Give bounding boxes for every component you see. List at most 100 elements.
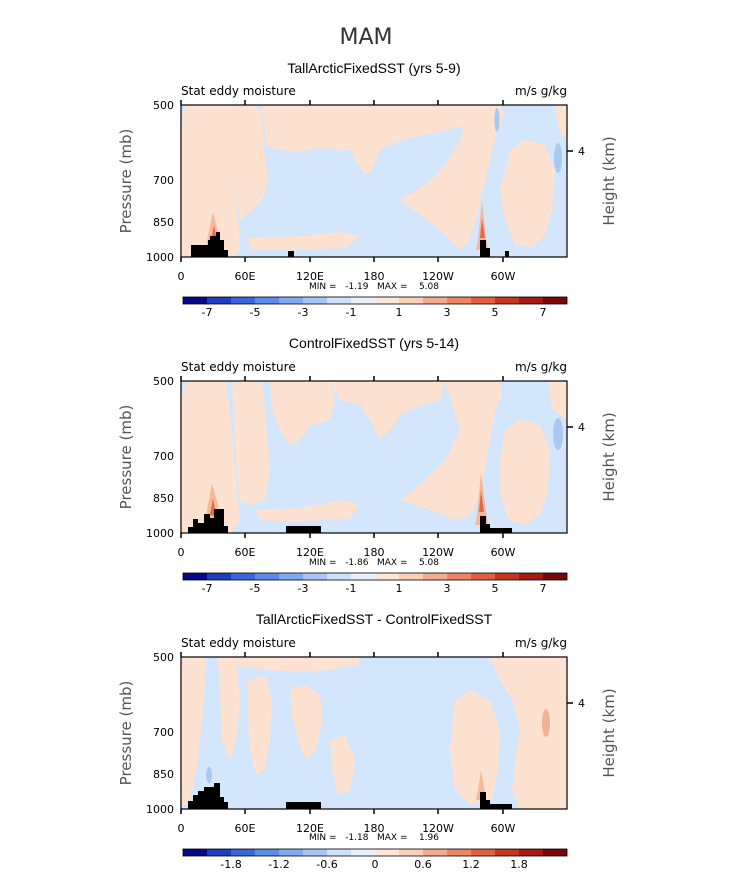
panel-3-peach-band-far-east [490, 657, 567, 809]
panel-2-left-label: Stat eddy moisture [181, 360, 296, 374]
panel-3-xtick-3: 180 [364, 822, 385, 835]
panel-3-xtick-1: 60E [235, 822, 256, 835]
panel-2-peach-band-mid [270, 381, 335, 445]
panel-3-blue-spot [206, 767, 212, 783]
panel-3-title: TallArcticFixedSST - ControlFixedSST [256, 611, 493, 627]
panel-1-topography [191, 232, 509, 257]
panel-2-units: m/s g/kg [515, 360, 567, 374]
panel-3-colorbar-bin [327, 849, 351, 856]
panel-1-colorbar-bin [351, 297, 375, 304]
panel-1-peach-band-mid [262, 105, 470, 175]
panel-3-colorbar-bin [519, 849, 543, 856]
panel-3-colorbar-bin [375, 849, 399, 856]
panel-1-peach-band-far-east [500, 140, 555, 248]
panel-3: TallArcticFixedSST - ControlFixedSST Sta… [117, 611, 618, 871]
panel-1-x-ticks [180, 100, 573, 262]
panel-3-cb-label-2: -0.6 [316, 858, 337, 871]
panel-1-colorbar-bin [447, 297, 471, 304]
panel-3-xtick-5: 60W [491, 822, 516, 835]
panel-3-colorbar-bin [423, 849, 447, 856]
panel-1-cb-label-0: -7 [202, 306, 213, 319]
panel-3-left-label: Stat eddy moisture [181, 636, 296, 650]
panel-3-ylabel: Pressure (mb) [117, 681, 135, 786]
panel-2-cb-label-6: 5 [492, 582, 499, 595]
panel-3-peach-band-mid-2 [330, 735, 355, 795]
panel-1-min-max: MIN = -1.19 MAX = 5.08 [309, 282, 439, 292]
panel-2: ControlFixedSST (yrs 5-14) Stat eddy moi… [117, 335, 618, 595]
panel-1-xtick-3: 180 [364, 270, 385, 283]
panel-1-left-label: Stat eddy moisture [181, 84, 296, 98]
panel-1-peach-band-southwest [248, 232, 360, 250]
panel-2-warm-core-east [479, 490, 484, 512]
panel-3-colorbar-bin [207, 849, 231, 856]
panel-1-xtick-5: 60W [491, 270, 516, 283]
panel-2-colorbar-bin [279, 573, 303, 580]
panel-2-peach-band-central [232, 381, 270, 505]
panel-1-colorbar-bin [303, 297, 327, 304]
panel-2-ytick-0: 500 [153, 375, 174, 388]
panel-2-cb-label-2: -3 [298, 582, 309, 595]
panel-2-min-max: MIN = -1.86 MAX = 5.08 [309, 558, 439, 568]
panel-1-ylabel-right: Height (km) [600, 136, 618, 225]
panel-1-colorbar-bin [327, 297, 351, 304]
panel-1-colorbar-bin [519, 297, 543, 304]
panel-1-colorbar-bin [423, 297, 447, 304]
panel-1-peach-band-west [181, 105, 240, 257]
panel-2-colorbar-bin [543, 573, 567, 580]
panel-3-cb-label-6: 1.8 [510, 858, 528, 871]
panel-3-peach-band-west [181, 657, 206, 809]
panel-2-peach-band-edge [548, 381, 567, 420]
figure-title: MAM [339, 25, 392, 50]
panel-3-colorbar-bin [231, 849, 255, 856]
panel-3-cb-label-1: -1.2 [268, 858, 289, 871]
panel-1-blue-spot [554, 143, 562, 173]
panel-2-colorbar-bin [351, 573, 375, 580]
panel-2-colorbar [182, 572, 568, 581]
panel-3-ytick-3: 1000 [146, 803, 174, 816]
panel-1-colorbar-bin [375, 297, 399, 304]
panel-3-peach-band-north [236, 657, 360, 672]
panel-1-field [181, 105, 567, 257]
panel-1-xtick-4: 120W [422, 270, 454, 283]
panel-1-warm-core-east [480, 218, 485, 238]
panel-1-ytick-2: 850 [153, 216, 174, 229]
panel-3-peach-band-east [450, 690, 500, 805]
panel-2-cb-label-3: -1 [346, 582, 357, 595]
panel-1-xtick-1: 60E [235, 270, 256, 283]
panel-2-peach-band-east [400, 381, 502, 520]
panel-2-xtick-1: 60E [235, 546, 256, 559]
panel-2-colorbar-bin [255, 573, 279, 580]
panel-1-cb-label-7: 7 [540, 306, 547, 319]
panel-2-x-ticks [180, 376, 573, 538]
panel-3-colorbar-bin [543, 849, 567, 856]
panel-1-blue-spot-2 [494, 108, 500, 132]
panel-1-colorbar-bin [279, 297, 303, 304]
panel-2-colorbar-bin [495, 573, 519, 580]
panel-1-colorbar-outline [182, 296, 568, 305]
panel-2-colorbar-bin [303, 573, 327, 580]
panel-3-xtick-4: 120W [422, 822, 454, 835]
panel-1-cb-label-6: 5 [492, 306, 499, 319]
panel-1-right-tick: 4 [578, 145, 585, 158]
panel-3-colorbar-bin [255, 849, 279, 856]
panel-2-title: ControlFixedSST (yrs 5-14) [289, 335, 459, 351]
panel-2-colorbar-bin [447, 573, 471, 580]
panel-1-xtick-2: 120E [296, 270, 324, 283]
panel-2-colorbar-bin [423, 573, 447, 580]
panel-3-colorbar-bin [351, 849, 375, 856]
panel-2-peach-band-west [181, 381, 240, 533]
panel-1-colorbar [182, 296, 568, 305]
panel-3-colorbar-bin [303, 849, 327, 856]
panel-3-ytick-1: 700 [153, 726, 174, 739]
panel-1-cb-label-2: -3 [298, 306, 309, 319]
panel-3-peach-band-central [248, 676, 272, 775]
panel-1-peach-band-edge [555, 105, 567, 140]
panel-3-ytick-2: 850 [153, 768, 174, 781]
panel-1-cb-label-4: 1 [396, 306, 403, 319]
panel-1-peach-band-east [400, 105, 505, 250]
panel-3-colorbar-bin [279, 849, 303, 856]
panel-3-units: m/s g/kg [515, 636, 567, 650]
panel-3-x-ticks [180, 652, 573, 814]
panel-2-colorbar-bin [519, 573, 543, 580]
